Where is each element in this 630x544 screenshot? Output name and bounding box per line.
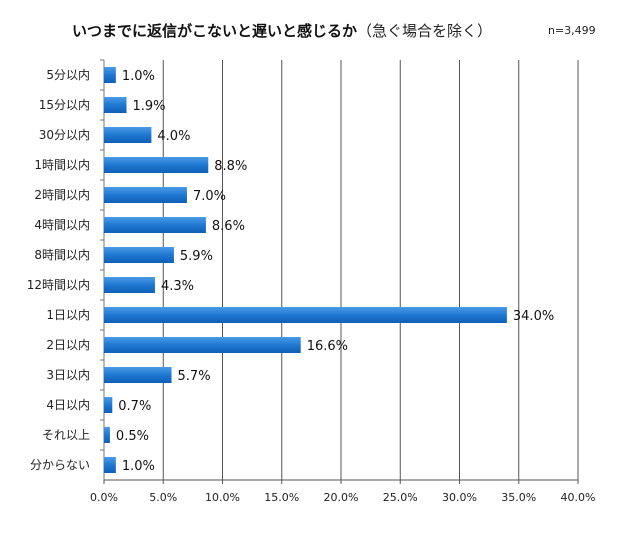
data-label: 8.6% [212, 219, 245, 234]
bar [104, 457, 116, 473]
category-label: 2日以内 [46, 338, 90, 352]
title-main: いつまでに返信がこないと遅いと感じるか [72, 22, 358, 40]
data-label: 4.3% [161, 279, 194, 294]
category-label: 1日以内 [46, 308, 90, 322]
bar [104, 97, 127, 113]
sample-size: n=3,499 [548, 24, 596, 37]
bar [104, 247, 174, 263]
data-label: 5.7% [178, 369, 211, 384]
bar [104, 67, 116, 83]
bar [104, 127, 152, 143]
data-label: 1.0% [122, 69, 155, 84]
data-label: 1.9% [133, 99, 166, 114]
data-label: 0.7% [118, 399, 151, 414]
category-label: 3日以内 [46, 368, 90, 382]
data-label: 1.0% [122, 459, 155, 474]
bar [104, 157, 209, 173]
data-label: 8.8% [214, 159, 247, 174]
category-label: 8時間以内 [34, 248, 90, 262]
x-tick-label: 40.0% [561, 491, 596, 504]
x-tick-label: 0.0% [90, 491, 118, 504]
bar [104, 397, 113, 413]
bar [104, 187, 187, 203]
x-tick-label: 35.0% [501, 491, 536, 504]
category-label: 1時間以内 [34, 158, 90, 172]
bar [104, 217, 206, 233]
x-tick-label: 15.0% [264, 491, 299, 504]
x-tick-label: 20.0% [324, 491, 359, 504]
title-subtitle: （急ぐ場合を除く） [357, 22, 493, 40]
data-label: 7.0% [193, 189, 226, 204]
category-label: 5分以内 [46, 68, 90, 82]
bar [104, 337, 301, 353]
x-tick-label: 30.0% [442, 491, 477, 504]
bar [104, 307, 507, 323]
category-label: 2時間以内 [34, 188, 90, 202]
chart-title: いつまでに返信がこないと遅いと感じるか（急ぐ場合を除く） [72, 20, 492, 41]
category-label: 分からない [30, 458, 90, 472]
data-label: 34.0% [513, 309, 554, 324]
x-tick-label: 25.0% [383, 491, 418, 504]
category-label: 4時間以内 [34, 218, 90, 232]
category-label: 15分以内 [39, 98, 90, 112]
category-label: 30分以内 [39, 128, 90, 142]
data-label: 0.5% [116, 429, 149, 444]
bar [104, 277, 155, 293]
category-label: 12時間以内 [27, 278, 90, 292]
x-tick-label: 10.0% [205, 491, 240, 504]
data-label: 4.0% [157, 129, 190, 144]
bar [104, 367, 172, 383]
category-label: それ以上 [42, 428, 90, 442]
category-label: 4日以内 [46, 398, 90, 412]
bar [104, 427, 110, 443]
x-tick-label: 5.0% [149, 491, 177, 504]
data-label: 5.9% [180, 249, 213, 264]
data-label: 16.6% [307, 339, 348, 354]
